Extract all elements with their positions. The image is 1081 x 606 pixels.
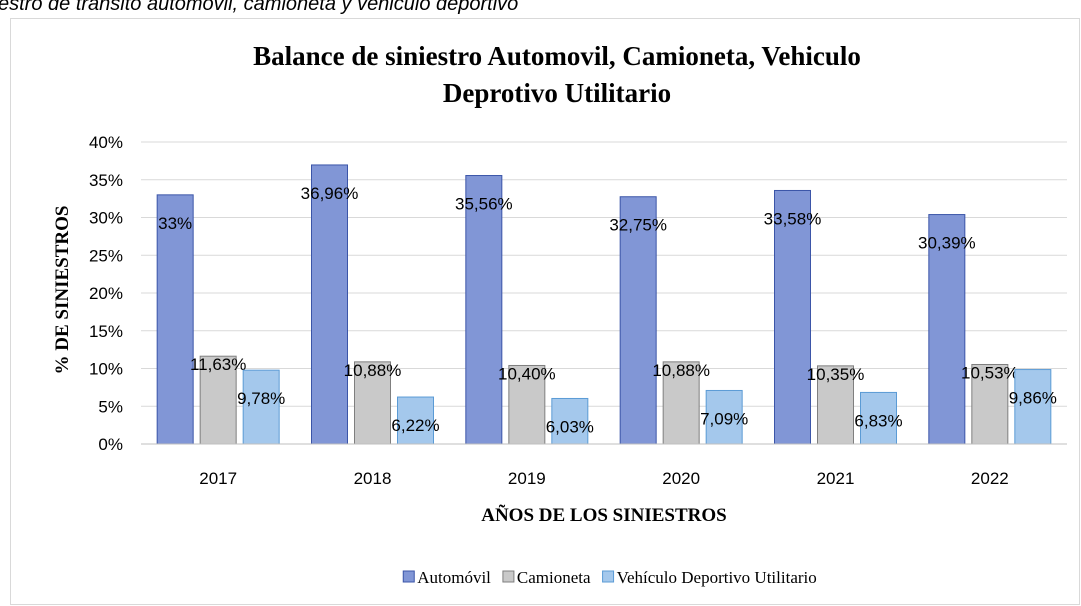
- bar: [774, 189, 811, 445]
- bar: [508, 364, 546, 445]
- bar: [971, 363, 1009, 445]
- bar: [817, 365, 854, 445]
- x-tick-label: 2018: [354, 469, 392, 488]
- value-label: 6,03%: [546, 417, 594, 436]
- value-label: 10,53%: [961, 363, 1019, 382]
- bar: [928, 214, 966, 445]
- y-axis-label: % DE SINIESTROS: [52, 206, 73, 375]
- value-label: 32,75%: [609, 216, 667, 235]
- x-tick-label: 2022: [971, 469, 1009, 488]
- chart-title: Deprotivo Utilitario: [443, 78, 671, 108]
- legend-swatch: [602, 570, 615, 583]
- value-label: 11,63%: [190, 355, 246, 374]
- x-tick-label: 2017: [199, 469, 237, 488]
- value-label: 9,78%: [237, 389, 285, 408]
- legend-label: Automóvil: [417, 568, 491, 587]
- value-label: 33,58%: [764, 209, 822, 228]
- y-tick-label: 30%: [89, 209, 123, 228]
- legend-swatch: [502, 570, 515, 583]
- x-tick-label: 2019: [508, 469, 546, 488]
- value-label: 7,09%: [700, 409, 748, 428]
- value-label: 9,86%: [1009, 389, 1057, 408]
- value-label: 33%: [158, 214, 192, 233]
- legend-label: Camioneta: [517, 568, 591, 587]
- y-tick-label: 20%: [89, 284, 123, 303]
- y-tick-label: 5%: [98, 397, 123, 416]
- bar: [1014, 369, 1052, 445]
- x-tick-label: 2020: [662, 469, 700, 488]
- y-tick-label: 10%: [89, 360, 123, 379]
- value-label: 10,40%: [498, 364, 556, 383]
- value-label: 10,35%: [807, 365, 865, 384]
- caption: estro de transito automovil, camioneta y…: [0, 0, 518, 15]
- value-label: 6,83%: [854, 411, 902, 430]
- value-label: 35,56%: [455, 195, 513, 214]
- y-tick-label: 35%: [89, 171, 123, 190]
- y-tick-label: 0%: [98, 435, 123, 454]
- y-tick-label: 25%: [89, 246, 123, 265]
- bar: [619, 196, 657, 445]
- bar: [465, 175, 503, 445]
- x-tick-label: 2021: [817, 469, 855, 488]
- chart-title: Balance de siniestro Automovil, Camionet…: [253, 41, 861, 71]
- legend-label: Vehículo Deportivo Utilitario: [617, 568, 817, 587]
- bar: [311, 164, 348, 445]
- value-label: 10,88%: [344, 361, 402, 380]
- y-tick-label: 15%: [89, 322, 123, 341]
- value-label: 10,88%: [652, 361, 710, 380]
- legend-swatch: [402, 570, 415, 583]
- value-label: 36,96%: [301, 184, 359, 203]
- bar: [705, 389, 743, 445]
- bar: [551, 397, 589, 445]
- y-tick-label: 40%: [89, 133, 123, 152]
- x-axis-label: AÑOS DE LOS SINIESTROS: [481, 504, 727, 526]
- value-label: 6,22%: [391, 416, 439, 435]
- value-label: 30,39%: [918, 234, 976, 253]
- bar: [860, 391, 897, 445]
